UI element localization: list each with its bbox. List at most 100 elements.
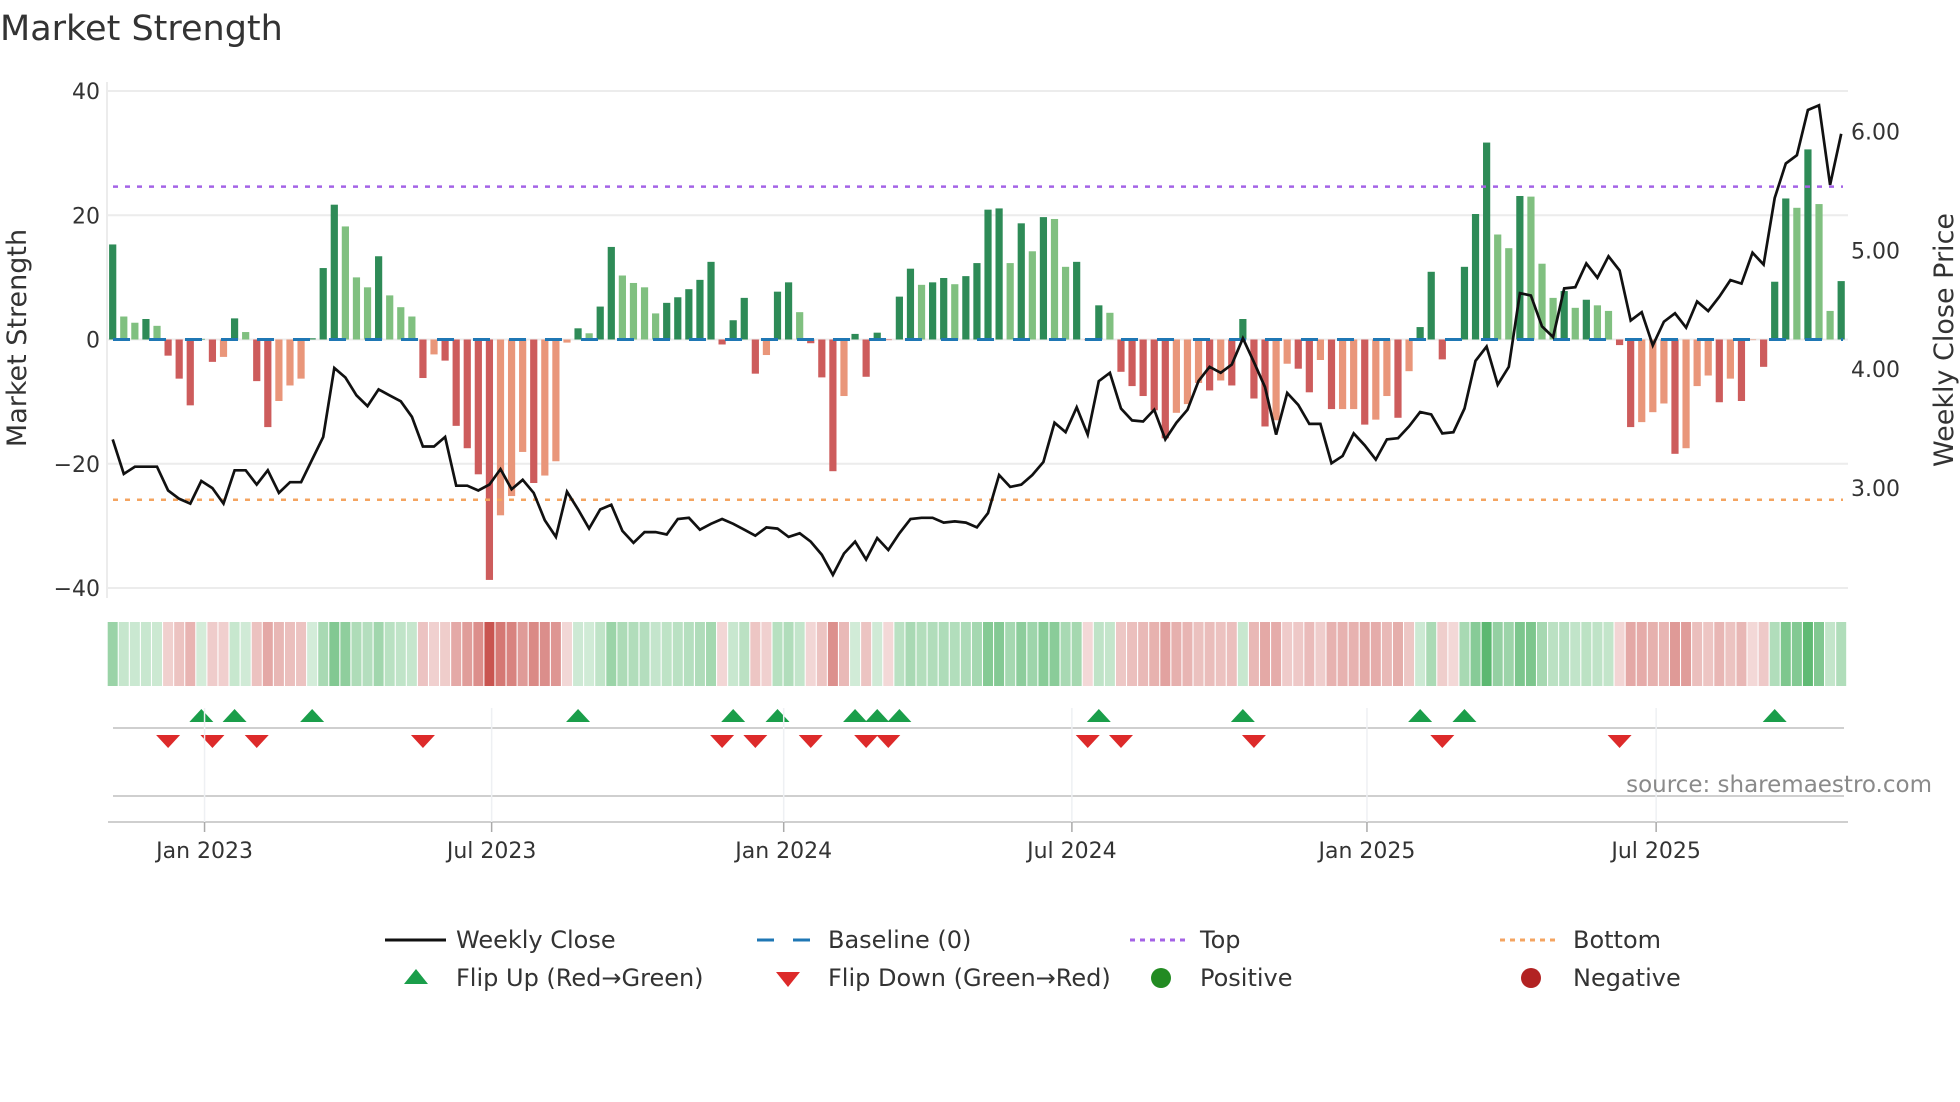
strength-bar bbox=[1405, 339, 1413, 372]
strength-bar bbox=[1316, 339, 1325, 361]
flip-down-marker bbox=[854, 735, 879, 748]
flip-up-marker bbox=[843, 709, 868, 722]
legend-label: Top bbox=[1199, 926, 1241, 954]
strength-bar bbox=[1372, 339, 1380, 420]
strength-bar bbox=[1294, 339, 1302, 369]
strip-cell bbox=[107, 622, 118, 686]
strip-cell bbox=[1082, 622, 1093, 686]
strength-bar bbox=[1361, 339, 1369, 425]
strip-cell bbox=[307, 622, 318, 686]
strip-cell bbox=[1104, 622, 1115, 686]
strip-cell bbox=[129, 622, 140, 686]
strip-cell bbox=[1304, 622, 1315, 686]
strength-bar bbox=[297, 339, 305, 379]
strip-cell bbox=[1260, 622, 1271, 686]
strip-cell bbox=[927, 622, 938, 686]
strength-bar bbox=[441, 339, 449, 361]
strip-cell bbox=[1548, 622, 1559, 686]
strip-cell bbox=[838, 622, 849, 686]
strip-cell bbox=[1492, 622, 1503, 686]
strength-bar bbox=[1837, 281, 1845, 340]
strip-cell bbox=[506, 622, 517, 686]
strength-bar bbox=[1505, 248, 1513, 340]
strip-cell bbox=[1293, 622, 1304, 686]
strength-bar bbox=[1715, 339, 1723, 403]
legend-label: Bottom bbox=[1573, 926, 1661, 954]
strength-bar bbox=[1649, 339, 1657, 413]
flip-down-marker bbox=[876, 735, 901, 748]
strip-cell bbox=[805, 622, 816, 686]
strip-cell bbox=[1392, 622, 1403, 686]
legend-item: Flip Down (Green→Red) bbox=[776, 964, 1111, 992]
strength-bar bbox=[164, 339, 172, 356]
strip-cell bbox=[1204, 622, 1215, 686]
strip-cell bbox=[440, 622, 451, 686]
strength-bar bbox=[1095, 305, 1103, 340]
strip-cell bbox=[872, 622, 883, 686]
strength-bar bbox=[906, 268, 915, 340]
strength-bar bbox=[1161, 339, 1169, 439]
strength-bar bbox=[541, 339, 549, 476]
strip-cell bbox=[1836, 622, 1847, 686]
strip-cell bbox=[561, 622, 572, 686]
strip-cell bbox=[1747, 622, 1758, 686]
strength-bar bbox=[308, 338, 316, 340]
strip-cell bbox=[118, 622, 129, 686]
legend-label: Flip Up (Red→Green) bbox=[456, 964, 704, 992]
strip-cell bbox=[1282, 622, 1293, 686]
strip-cell bbox=[1714, 622, 1725, 686]
strip-cell bbox=[1016, 622, 1027, 686]
strip-cell bbox=[550, 622, 561, 686]
chart-title: Market Strength bbox=[0, 9, 283, 49]
strip-cell bbox=[1481, 622, 1492, 686]
strength-bar bbox=[352, 277, 361, 340]
strip-cell bbox=[617, 622, 628, 686]
strip-cell bbox=[728, 622, 739, 686]
strength-bar bbox=[519, 339, 527, 452]
strip-cell bbox=[1337, 622, 1348, 686]
strength-bar bbox=[973, 263, 981, 340]
strength-bar bbox=[740, 297, 748, 340]
strip-cell bbox=[739, 622, 750, 686]
strength-bar bbox=[1660, 339, 1668, 404]
left-y-axis: 40 20 0 −20 −40 bbox=[54, 80, 100, 602]
strength-bar bbox=[552, 339, 560, 462]
y-tick-label: 40 bbox=[72, 80, 100, 105]
strength-bar bbox=[1050, 218, 1059, 340]
strip-cell bbox=[916, 622, 927, 686]
strength-bar bbox=[873, 332, 881, 340]
strength-bar bbox=[1560, 291, 1568, 340]
strength-bar bbox=[1737, 339, 1746, 402]
strip-cell bbox=[1248, 622, 1259, 686]
strip-cell bbox=[395, 622, 406, 686]
flip-down-marker bbox=[1430, 735, 1455, 748]
strength-bar bbox=[386, 295, 394, 340]
strength-bar bbox=[762, 339, 771, 356]
y-axis-label: Market Strength bbox=[2, 229, 33, 447]
strip-cell bbox=[1182, 622, 1193, 686]
y2-axis-label: Weekly Close Price bbox=[1929, 213, 1960, 467]
strength-bar bbox=[1217, 339, 1225, 381]
strip-cell bbox=[949, 622, 960, 686]
flip-down-marker bbox=[798, 735, 823, 748]
strip-cell bbox=[1160, 622, 1171, 686]
strip-cell bbox=[140, 622, 151, 686]
strength-bar bbox=[1804, 149, 1812, 340]
strength-bar bbox=[807, 339, 815, 344]
y-tick-label: −20 bbox=[54, 453, 100, 478]
strength-bar bbox=[530, 339, 538, 484]
strip-cell bbox=[462, 622, 473, 686]
strength-bar bbox=[1383, 339, 1391, 397]
strength-bar bbox=[1073, 261, 1081, 340]
source-note: source: sharemaestro.com bbox=[1626, 772, 1932, 798]
strength-bar bbox=[131, 322, 139, 340]
strip-cell bbox=[606, 622, 617, 686]
strip-cell bbox=[1448, 622, 1459, 686]
strength-bar bbox=[1682, 339, 1690, 449]
strip-cell bbox=[983, 622, 994, 686]
flip-up-marker bbox=[222, 709, 247, 722]
strength-bar bbox=[208, 339, 217, 362]
strength-bar bbox=[685, 289, 693, 340]
flip-down-marker bbox=[244, 735, 269, 748]
flip-down-marker bbox=[156, 735, 181, 748]
